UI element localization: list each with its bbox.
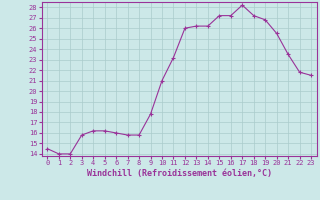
X-axis label: Windchill (Refroidissement éolien,°C): Windchill (Refroidissement éolien,°C) bbox=[87, 169, 272, 178]
